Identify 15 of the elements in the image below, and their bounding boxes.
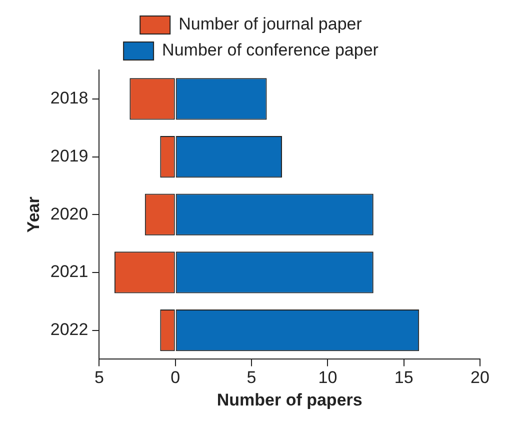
y-tick-label: 2021 — [50, 262, 88, 282]
legend-label: Number of journal paper — [178, 14, 362, 34]
x-tick-label: 20 — [470, 368, 490, 388]
y-tick-label: 2018 — [50, 88, 88, 108]
x-axis-title: Number of papers — [216, 390, 362, 410]
y-tick-label: 2020 — [50, 204, 88, 224]
x-tick-label: 0 — [170, 368, 180, 388]
y-tick-label: 2022 — [50, 320, 88, 339]
y-tick-label: 2019 — [50, 146, 88, 166]
x-tick-label: 15 — [394, 368, 414, 388]
y-axis-title: Year — [24, 196, 43, 233]
x-tick-label: 10 — [318, 368, 338, 388]
x-tick-label: 5 — [94, 368, 104, 388]
legend-label: Number of conference paper — [162, 40, 379, 60]
x-tick-label: 5 — [246, 368, 256, 388]
